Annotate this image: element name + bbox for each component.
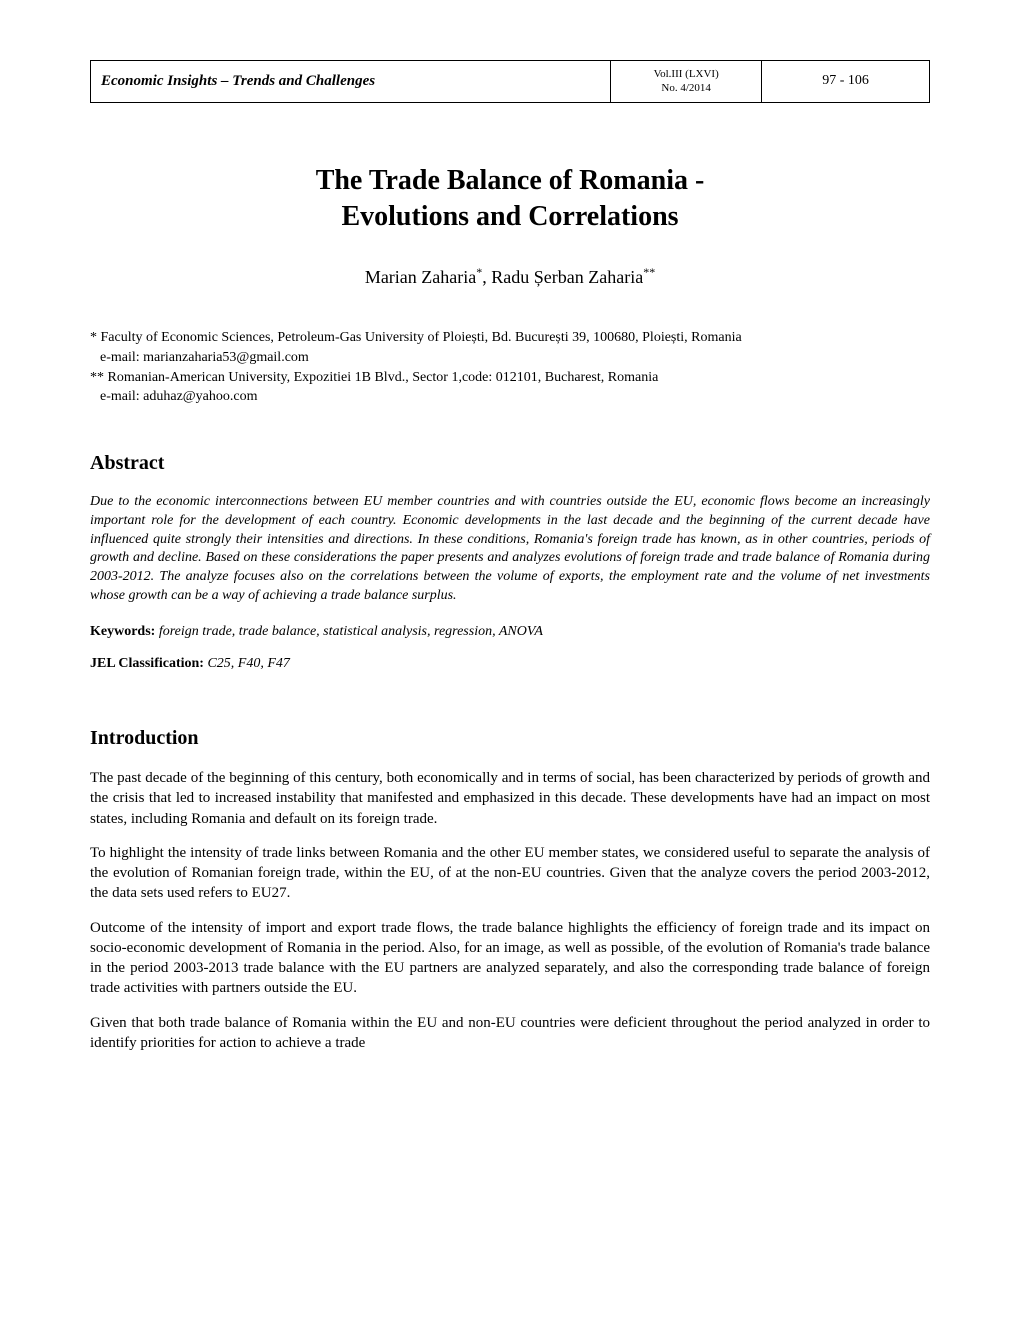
abstract-heading: Abstract <box>90 452 930 475</box>
introduction-heading: Introduction <box>90 727 930 750</box>
volume-line2: No. 4/2014 <box>621 81 751 95</box>
affiliation1: * Faculty of Economic Sciences, Petroleu… <box>90 328 930 348</box>
paper-title: The Trade Balance of Romania - Evolution… <box>90 163 930 236</box>
jel-label: JEL Classification: <box>90 656 204 671</box>
abstract-text: Due to the economic interconnections bet… <box>90 493 930 606</box>
keywords-label: Keywords: <box>90 624 155 639</box>
author-separator: , <box>482 267 491 287</box>
affiliation1-email: e-mail: marianzaharia53@gmail.com <box>90 348 930 368</box>
keywords-line: Keywords: foreign trade, trade balance, … <box>90 624 930 640</box>
affiliations-block: * Faculty of Economic Sciences, Petroleu… <box>90 328 930 406</box>
authors-line: Marian Zaharia*, Radu Șerban Zaharia** <box>90 265 930 288</box>
intro-p1: The past decade of the beginning of this… <box>90 768 930 829</box>
jel-value: C25, F40, F47 <box>204 656 290 671</box>
keywords-value: foreign trade, trade balance, statistica… <box>155 624 543 639</box>
title-line2: Evolutions and Correlations <box>341 201 678 232</box>
journal-title-cell: Economic Insights – Trends and Challenge… <box>91 61 611 103</box>
jel-line: JEL Classification: C25, F40, F47 <box>90 656 930 672</box>
affiliation2-email: e-mail: aduhaz@yahoo.com <box>90 387 930 407</box>
author2-name: Radu Șerban Zaharia <box>491 267 643 287</box>
intro-p3: Outcome of the intensity of import and e… <box>90 918 930 999</box>
author1-name: Marian Zaharia <box>365 267 476 287</box>
title-line1: The Trade Balance of Romania - <box>316 165 705 196</box>
journal-header-table: Economic Insights – Trends and Challenge… <box>90 60 930 103</box>
volume-cell: Vol.III (LXVI) No. 4/2014 <box>611 61 762 103</box>
pages-cell: 97 - 106 <box>762 61 930 103</box>
affiliation2: ** Romanian-American University, Expozit… <box>90 368 930 388</box>
volume-line1: Vol.III (LXVI) <box>621 67 751 81</box>
author2-sup: ** <box>643 265 655 279</box>
intro-p4: Given that both trade balance of Romania… <box>90 1013 930 1054</box>
intro-p2: To highlight the intensity of trade link… <box>90 843 930 904</box>
